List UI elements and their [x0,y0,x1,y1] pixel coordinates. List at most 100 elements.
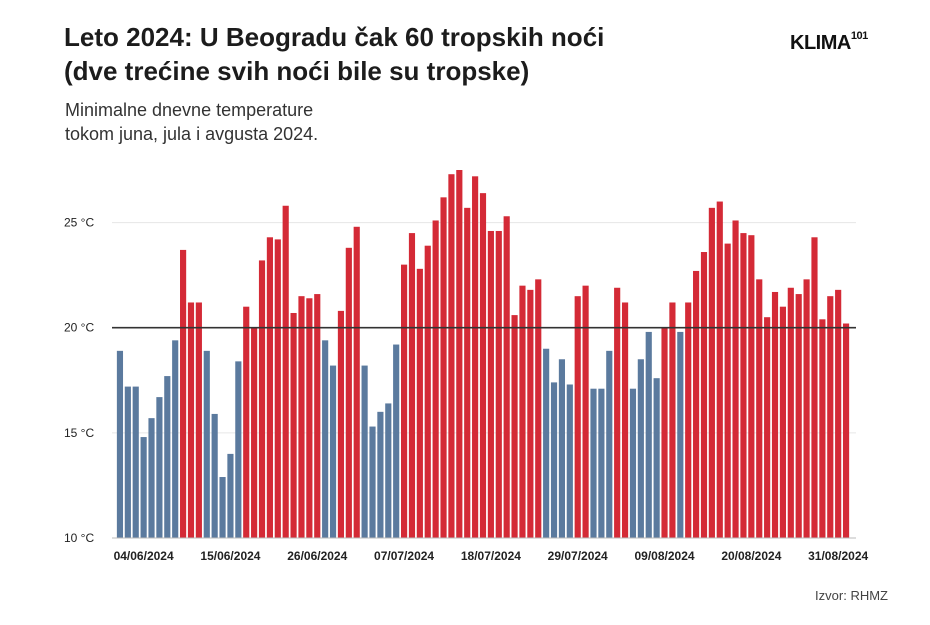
bar [795,294,802,538]
bar [266,237,273,539]
x-tick-label: 26/06/2024 [287,549,347,563]
bar [700,252,708,538]
bar [290,312,297,538]
bar [614,287,621,538]
bar [156,397,163,538]
bar [140,437,147,538]
bar [385,403,392,538]
bar [235,361,242,538]
bar [448,174,455,538]
bar [416,268,423,538]
bar [329,365,337,538]
bar [503,216,510,538]
bar [479,193,487,538]
x-tick-label: 04/06/2024 [114,549,174,563]
bar [653,378,660,538]
bar [298,296,305,538]
bar [756,279,763,538]
bar [377,411,384,538]
bar [637,359,644,538]
logo-sup: 101 [850,30,868,43]
bar [527,289,534,538]
bar [582,285,589,538]
bar [511,315,518,538]
bar [464,207,471,538]
bar [432,220,439,538]
bar [590,388,597,538]
bar [661,327,668,538]
chart-subtitle: Minimalne dnevne temperature tokom juna,… [65,98,318,146]
bar [172,340,179,538]
bar [519,285,526,538]
bar [606,350,613,538]
bar [258,260,266,538]
bar [203,350,210,538]
x-tick-label: 29/07/2024 [548,549,608,563]
logo-text: KLIMA [790,32,851,54]
bar [306,298,313,538]
bar [219,477,226,538]
bar [621,302,629,538]
x-tick-label: 09/08/2024 [634,549,694,563]
bar [495,230,502,539]
x-tick-label: 07/07/2024 [374,549,434,563]
bar [251,327,258,538]
bar [116,350,124,538]
bar [314,294,321,538]
x-tick-label: 31/08/2024 [808,549,868,563]
bar [574,296,581,538]
chart-title-line2: (dve trećine svih noći bile su tropske) [64,56,530,86]
bar [274,239,281,538]
y-tick-label: 25 °C [64,216,94,230]
bar [693,270,700,538]
bar [440,197,447,538]
bar [827,296,834,538]
source-note: Izvor: RHMZ [815,588,888,603]
bar [345,247,352,538]
bar [148,418,155,538]
bar [598,388,605,538]
bar-layer [116,170,850,539]
bar [337,310,345,538]
bar [180,249,187,538]
x-tick-label: 18/07/2024 [461,549,521,563]
y-tick-label: 20 °C [64,321,94,335]
bar [322,340,329,538]
bar [124,386,131,538]
bar [408,233,416,538]
chart-subtitle-line2: tokom juna, jula i avgusta 2024. [65,124,319,144]
bar [764,317,771,538]
bar [724,243,731,538]
bar [803,279,810,538]
bar [550,382,558,538]
bar [748,235,755,538]
bar [243,306,250,538]
bar [629,388,637,538]
bar [558,359,566,538]
y-tick-label: 10 °C [64,531,94,545]
bar [227,453,234,538]
bar [487,230,494,539]
bar [195,302,202,538]
bar [369,426,376,538]
bar [669,302,676,538]
x-tick-label: 20/08/2024 [721,549,781,563]
bar [187,302,195,538]
axis-layer: 10 °C 15 °C 20 °C 25 °C 04/06/2024 15/06/2024… [64,216,869,563]
bar [811,237,818,539]
bar [211,413,218,538]
bar [835,289,842,538]
bar [566,384,573,538]
bar [732,220,739,538]
bar [708,207,715,538]
bar [456,170,463,538]
chart-subtitle-line1: Minimalne dnevne temperature [65,100,314,120]
bar [282,205,289,538]
x-tick-label: 15/06/2024 [200,549,260,563]
y-tick-label: 15 °C [64,426,94,440]
bar [543,348,550,538]
bar [819,319,826,538]
bar [393,344,400,538]
bar [472,176,479,538]
